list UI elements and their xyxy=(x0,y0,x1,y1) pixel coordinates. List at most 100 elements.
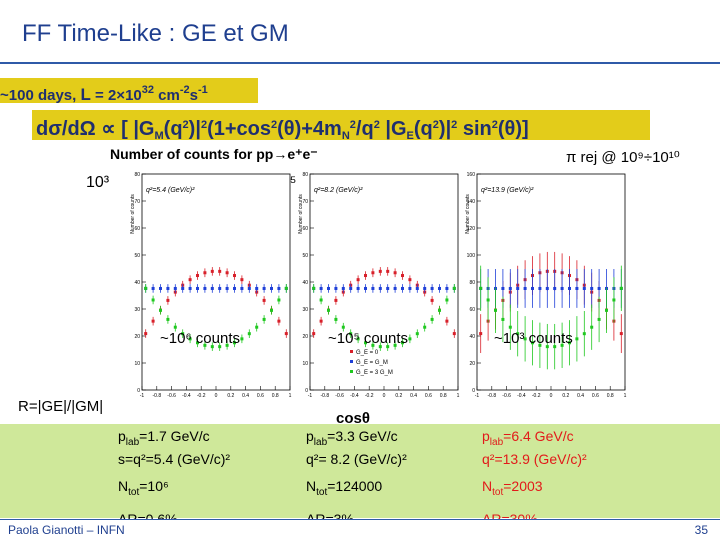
data-point xyxy=(181,286,185,290)
x-tick-label: 0.6 xyxy=(257,393,264,399)
data-point xyxy=(144,332,148,336)
x-tick-label: 0.4 xyxy=(577,393,584,399)
x-tick-label: -0.8 xyxy=(487,393,496,399)
stats-background xyxy=(0,424,720,518)
data-point xyxy=(341,325,345,329)
footer-author: Paola Gianotti – INFN xyxy=(8,523,125,537)
y-tick-label: 50 xyxy=(302,253,308,259)
data-point xyxy=(225,286,229,290)
data-point xyxy=(159,286,162,290)
x-tick-label: 0 xyxy=(215,393,218,399)
data-point xyxy=(173,286,177,290)
panel-1-power: 10³ xyxy=(86,174,110,191)
data-point xyxy=(538,343,542,347)
y-axis-label: Number of counts xyxy=(130,194,136,234)
data-point xyxy=(319,298,323,302)
data-point xyxy=(452,332,456,336)
plot-panel-3: 160 140 120 100 80 60 40 20 0 -1 -0.8 -0.6 -0.4 -0.2 0… xyxy=(463,170,628,406)
luminosity-bar: ~100 days, L = 2×1032 cm-2s-1 xyxy=(0,78,258,104)
formula-part8: (q xyxy=(413,118,433,140)
data-point xyxy=(378,345,382,349)
stats-col-3: plab=6.4 GeV/c q²=13.9 (GeV/c)² Ntot=200… xyxy=(482,428,587,527)
x-tick-label: -0.8 xyxy=(152,393,161,399)
legend-label: G_E = 3 G_M xyxy=(356,370,393,376)
data-point xyxy=(188,278,192,282)
data-point xyxy=(408,337,412,341)
data-point xyxy=(371,286,375,290)
x-tick-label: 0.4 xyxy=(242,393,249,399)
y-tick-label: 60 xyxy=(302,226,308,232)
y-tick-label: 40 xyxy=(134,280,140,286)
y-tick-label: 160 xyxy=(467,172,476,178)
x-tick-label: -0.6 xyxy=(167,393,176,399)
formula-gm-sub: M xyxy=(154,130,164,142)
y-tick-label: 50 xyxy=(134,253,140,259)
data-point xyxy=(538,286,542,290)
x-tick-label: 0.2 xyxy=(562,393,569,399)
data-point xyxy=(341,286,345,290)
data-point xyxy=(151,319,155,323)
y-tick-label: 100 xyxy=(467,253,476,259)
formula-part11: (θ)] xyxy=(497,118,529,140)
data-point xyxy=(166,286,170,290)
luminosity-s: s xyxy=(189,87,198,104)
data-point xyxy=(203,343,207,347)
data-point xyxy=(479,332,483,336)
luminosity-unit: cm xyxy=(154,87,180,104)
x-tick-label: -0.2 xyxy=(365,393,374,399)
counts-label-3: ~10³ counts xyxy=(494,330,573,347)
data-point xyxy=(255,286,259,290)
ratio-label: R=|GE|/|GM| xyxy=(18,398,104,415)
q2-label: q²=5.4 (GeV/c)² xyxy=(146,187,195,194)
data-point xyxy=(393,286,397,290)
stats-col-2: plab=3.3 GeV/c q²= 8.2 (GeV/c)² Ntot=124… xyxy=(306,428,407,527)
data-point xyxy=(494,308,497,312)
y-tick-label: 80 xyxy=(302,172,308,178)
data-point xyxy=(210,269,214,273)
legend-label: G_E = 0 xyxy=(356,350,379,356)
data-point xyxy=(277,298,281,302)
x-tick-label: 0.2 xyxy=(395,393,402,399)
data-point xyxy=(277,286,281,290)
data-point xyxy=(508,286,512,290)
data-point xyxy=(597,317,601,321)
x-tick-label: 0.4 xyxy=(410,393,417,399)
x-tick-label: -0.6 xyxy=(335,393,344,399)
x-tick-label: -0.2 xyxy=(532,393,541,399)
data-point xyxy=(284,332,288,336)
data-point xyxy=(319,286,323,290)
pi-rej-label: π rej @ 10⁹÷10¹⁰ xyxy=(566,149,680,166)
formula-n-sup: 2 xyxy=(349,119,356,131)
data-point xyxy=(430,298,434,302)
data-point xyxy=(545,345,549,349)
x-tick-label: -0.8 xyxy=(320,393,329,399)
data-point xyxy=(364,274,367,278)
legend-marker xyxy=(350,370,353,373)
data-point xyxy=(240,278,244,282)
data-point xyxy=(277,319,281,323)
y-tick-label: 70 xyxy=(302,199,308,205)
x-tick-label: 0.6 xyxy=(592,393,599,399)
data-point xyxy=(196,274,199,278)
data-point xyxy=(356,278,360,282)
y-axis-label: Number of counts xyxy=(465,194,471,234)
x-tick-label: -0.4 xyxy=(517,393,526,399)
data-point xyxy=(349,332,353,336)
formula-part6: /q xyxy=(355,118,374,140)
formula-part2: (q xyxy=(163,118,183,140)
data-point xyxy=(423,286,427,290)
luminosity-prefix: ~100 days, xyxy=(0,87,81,104)
x-tick-label: -1 xyxy=(140,393,145,399)
data-point xyxy=(393,271,397,275)
data-point xyxy=(356,337,360,341)
data-point xyxy=(401,274,404,278)
data-point xyxy=(516,286,520,290)
x-tick-label: 1 xyxy=(289,393,292,399)
data-point xyxy=(553,286,557,290)
data-point xyxy=(255,325,259,329)
x-tick-label: 0.6 xyxy=(425,393,432,399)
data-point xyxy=(415,286,419,290)
data-point xyxy=(560,343,564,347)
